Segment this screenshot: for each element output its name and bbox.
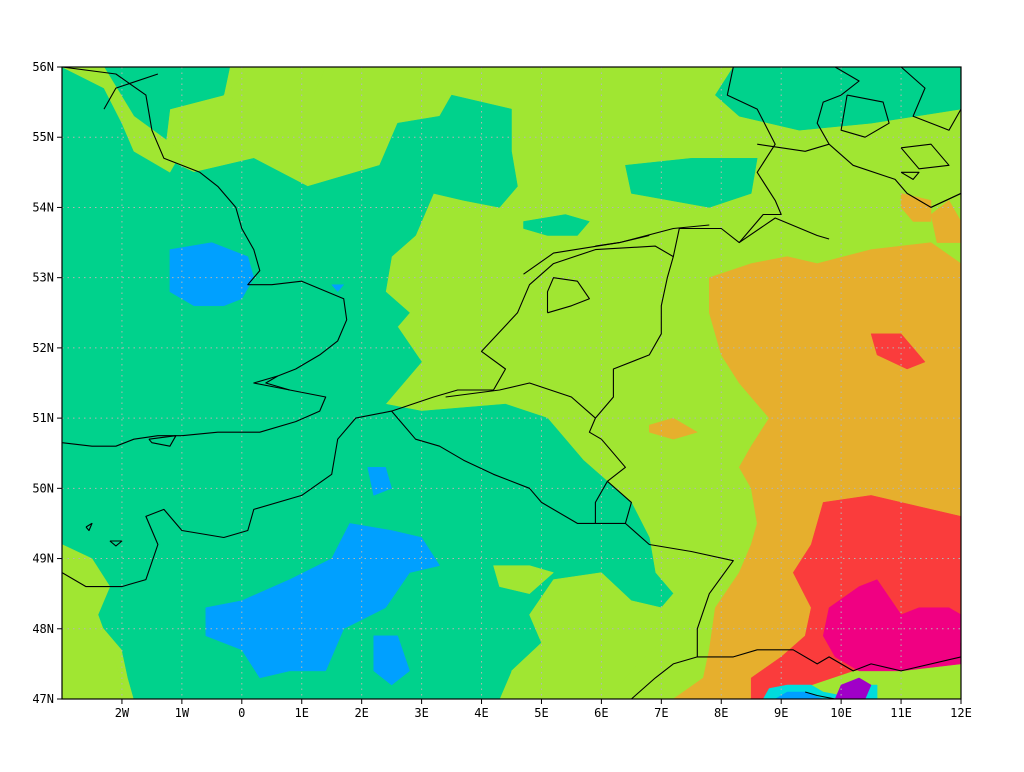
coast-baltic-coast: [930, 179, 961, 208]
x-tick-label: 1E: [295, 706, 309, 720]
region-blue-paris: [205, 523, 441, 679]
region-orange-lubeck: [930, 200, 961, 243]
coast-border-belgium-netherlands: [445, 382, 602, 440]
y-tick-label: 56N: [32, 60, 54, 74]
x-tick-label: 1W: [175, 706, 190, 720]
x-tick-label: 9E: [774, 706, 788, 720]
x-tick-label: 2W: [115, 706, 130, 720]
y-tick-label: 53N: [32, 271, 54, 285]
region-green-normandy: [62, 544, 129, 699]
y-tick-label: 47N: [32, 692, 54, 706]
coast-britain-east-coast: [62, 67, 348, 447]
region-teal-east-sea: [714, 67, 961, 131]
coast-fehmarn: [900, 171, 920, 180]
y-tick-label: 51N: [32, 411, 54, 425]
coast-thames-estuary: [253, 375, 290, 391]
x-tick-label: 5E: [534, 706, 548, 720]
x-tick-label: 6E: [594, 706, 608, 720]
coastlines: [62, 67, 961, 699]
region-orange-belgium: [649, 417, 698, 440]
x-tick-label: 4E: [474, 706, 488, 720]
coast-border-swiss-north: [697, 649, 961, 672]
y-tick-label: 54N: [32, 200, 54, 214]
y-tick-label: 50N: [32, 481, 54, 495]
x-tick-label: 10E: [830, 706, 852, 720]
x-tick-label: 7E: [654, 706, 668, 720]
region-red-harz: [870, 333, 926, 370]
coast-elbe-estuary: [738, 217, 830, 244]
region-teal-west: [62, 67, 674, 699]
region-teal-frisian: [523, 214, 590, 236]
x-axis: 2W 1W 0 1E 2E 3E 4E 5E 6E 7E 8E 9E 10E 11E 12E: [115, 699, 972, 720]
coast-border-swiss-south: [805, 691, 866, 699]
coast-isle-of-wight: [148, 435, 177, 447]
coast-west-frisian: [595, 234, 650, 247]
region-purple-alps: [834, 677, 872, 699]
coast-france-north-coast: [62, 67, 782, 588]
y-tick-label: 55N: [32, 130, 54, 144]
x-tick-label: 8E: [714, 706, 728, 720]
region-blue-spot-norfolk: [331, 284, 345, 293]
x-tick-label: 2E: [354, 706, 368, 720]
region-green-north-sea: [223, 67, 326, 110]
coast-lolland: [900, 143, 950, 170]
coast-ijsselmeer: [546, 277, 590, 314]
region-magenta-alps: [822, 579, 961, 672]
region-blue-spot-center: [373, 635, 410, 686]
coast-border-belgium-germany: [594, 438, 626, 524]
x-tick-label: 12E: [950, 706, 972, 720]
region-teal-german-bight: [625, 158, 758, 208]
region-blue-alps: [774, 691, 824, 699]
plot-frame: [61, 66, 962, 700]
y-tick-label: 48N: [32, 622, 54, 636]
coast-border-uk-scotland: [103, 73, 159, 110]
y-tick-label: 52N: [32, 341, 54, 355]
coast-cotentin-islands: [85, 522, 93, 532]
coast-border-france-germany: [613, 522, 734, 699]
coast-zealand: [900, 67, 961, 131]
coast-border-netherlands-germany: [594, 256, 674, 419]
coast-border-france-belgium: [391, 410, 596, 524]
coast-jersey: [109, 540, 123, 547]
x-tick-label: 0: [238, 706, 245, 720]
region-green-wales: [62, 67, 183, 173]
y-tick-label: 49N: [32, 552, 54, 566]
region-green-alsace: [493, 565, 555, 594]
coast-border-germany-denmark: [757, 143, 830, 152]
gridlines: [62, 67, 961, 699]
region-blue-spot-france: [367, 467, 392, 496]
x-tick-label: 11E: [890, 706, 912, 720]
coast-border-luxembourg: [595, 480, 632, 524]
contour-regions: [62, 67, 961, 699]
x-tick-label: 3E: [414, 706, 428, 720]
y-axis: 47N 48N 49N 50N 51N 52N 53N 54N 55N 56N: [32, 60, 62, 706]
coast-funen: [840, 94, 890, 138]
region-green-burgundy: [511, 572, 674, 699]
